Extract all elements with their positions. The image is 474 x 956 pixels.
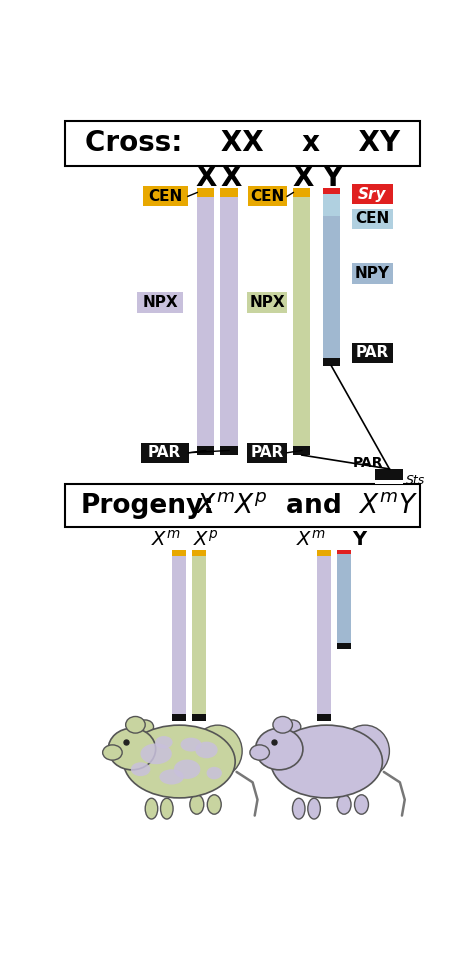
Ellipse shape: [181, 738, 201, 751]
Bar: [375, 480, 403, 484]
Text: PAR: PAR: [356, 345, 389, 360]
Bar: [352, 208, 392, 228]
Bar: [248, 186, 287, 206]
Bar: [337, 643, 351, 649]
Bar: [172, 550, 186, 556]
Ellipse shape: [207, 794, 221, 815]
Ellipse shape: [273, 716, 292, 733]
Ellipse shape: [126, 716, 145, 733]
Ellipse shape: [137, 720, 154, 734]
Bar: [197, 445, 214, 455]
Bar: [192, 556, 206, 714]
Text: CEN: CEN: [148, 189, 182, 204]
Bar: [337, 550, 351, 554]
Bar: [352, 342, 392, 362]
Ellipse shape: [207, 767, 222, 779]
Text: PAR: PAR: [148, 445, 181, 460]
Ellipse shape: [161, 798, 173, 819]
Bar: [323, 216, 340, 358]
Text: CEN: CEN: [355, 211, 390, 227]
Ellipse shape: [292, 798, 305, 819]
Text: Sry: Sry: [358, 186, 387, 202]
Text: X: X: [220, 163, 242, 192]
Ellipse shape: [271, 726, 383, 798]
Ellipse shape: [131, 762, 150, 776]
Bar: [172, 714, 186, 722]
Ellipse shape: [255, 728, 303, 770]
Ellipse shape: [159, 770, 184, 785]
Bar: [323, 358, 340, 366]
Bar: [247, 443, 287, 463]
Bar: [137, 292, 183, 314]
Bar: [141, 443, 189, 463]
Text: CEN: CEN: [251, 189, 285, 204]
Ellipse shape: [355, 794, 368, 815]
Text: Progeny:: Progeny:: [81, 493, 215, 519]
Text: Sts: Sts: [406, 474, 425, 487]
Ellipse shape: [108, 728, 155, 770]
Bar: [65, 120, 420, 165]
Ellipse shape: [195, 742, 218, 758]
Ellipse shape: [193, 726, 242, 777]
Bar: [317, 550, 330, 556]
Ellipse shape: [284, 720, 301, 734]
Bar: [197, 197, 214, 445]
Ellipse shape: [155, 736, 173, 749]
Ellipse shape: [174, 759, 201, 779]
Bar: [65, 485, 420, 528]
Bar: [317, 714, 330, 722]
Ellipse shape: [341, 726, 390, 777]
Bar: [197, 188, 214, 197]
Ellipse shape: [145, 798, 158, 819]
Text: $X^m$  $X^p$: $X^m$ $X^p$: [151, 530, 219, 550]
Text: NPX: NPX: [249, 295, 285, 310]
Ellipse shape: [124, 726, 235, 798]
Bar: [293, 197, 310, 445]
Bar: [323, 194, 340, 216]
Text: X: X: [292, 163, 314, 192]
Bar: [375, 469, 403, 492]
Bar: [352, 184, 392, 204]
Text: PAR: PAR: [353, 456, 383, 469]
Ellipse shape: [190, 794, 204, 815]
Bar: [317, 556, 330, 714]
Bar: [293, 445, 310, 455]
Bar: [143, 186, 188, 206]
Bar: [192, 550, 206, 556]
Text: Y: Y: [322, 163, 342, 192]
Ellipse shape: [103, 745, 122, 760]
Bar: [247, 292, 287, 314]
Bar: [337, 554, 351, 643]
Ellipse shape: [250, 745, 269, 760]
Text: NPX: NPX: [142, 295, 178, 310]
Text: $X^mX^p$  and  $X^mY$: $X^mX^p$ and $X^mY$: [195, 493, 418, 519]
Bar: [352, 263, 392, 284]
Text: X: X: [196, 163, 217, 192]
Text: NPY: NPY: [355, 266, 390, 281]
Bar: [323, 188, 340, 194]
Text: $X^m$    Y: $X^m$ Y: [296, 530, 368, 550]
Ellipse shape: [308, 798, 320, 819]
Bar: [293, 188, 310, 197]
Bar: [192, 714, 206, 722]
Ellipse shape: [140, 744, 172, 764]
Text: Cross:    XX    x    XY: Cross: XX x XY: [85, 129, 401, 157]
Bar: [220, 445, 237, 455]
Bar: [172, 556, 186, 714]
Text: PAR: PAR: [250, 445, 283, 460]
Ellipse shape: [337, 794, 351, 815]
Bar: [220, 188, 237, 197]
Bar: [220, 197, 237, 445]
